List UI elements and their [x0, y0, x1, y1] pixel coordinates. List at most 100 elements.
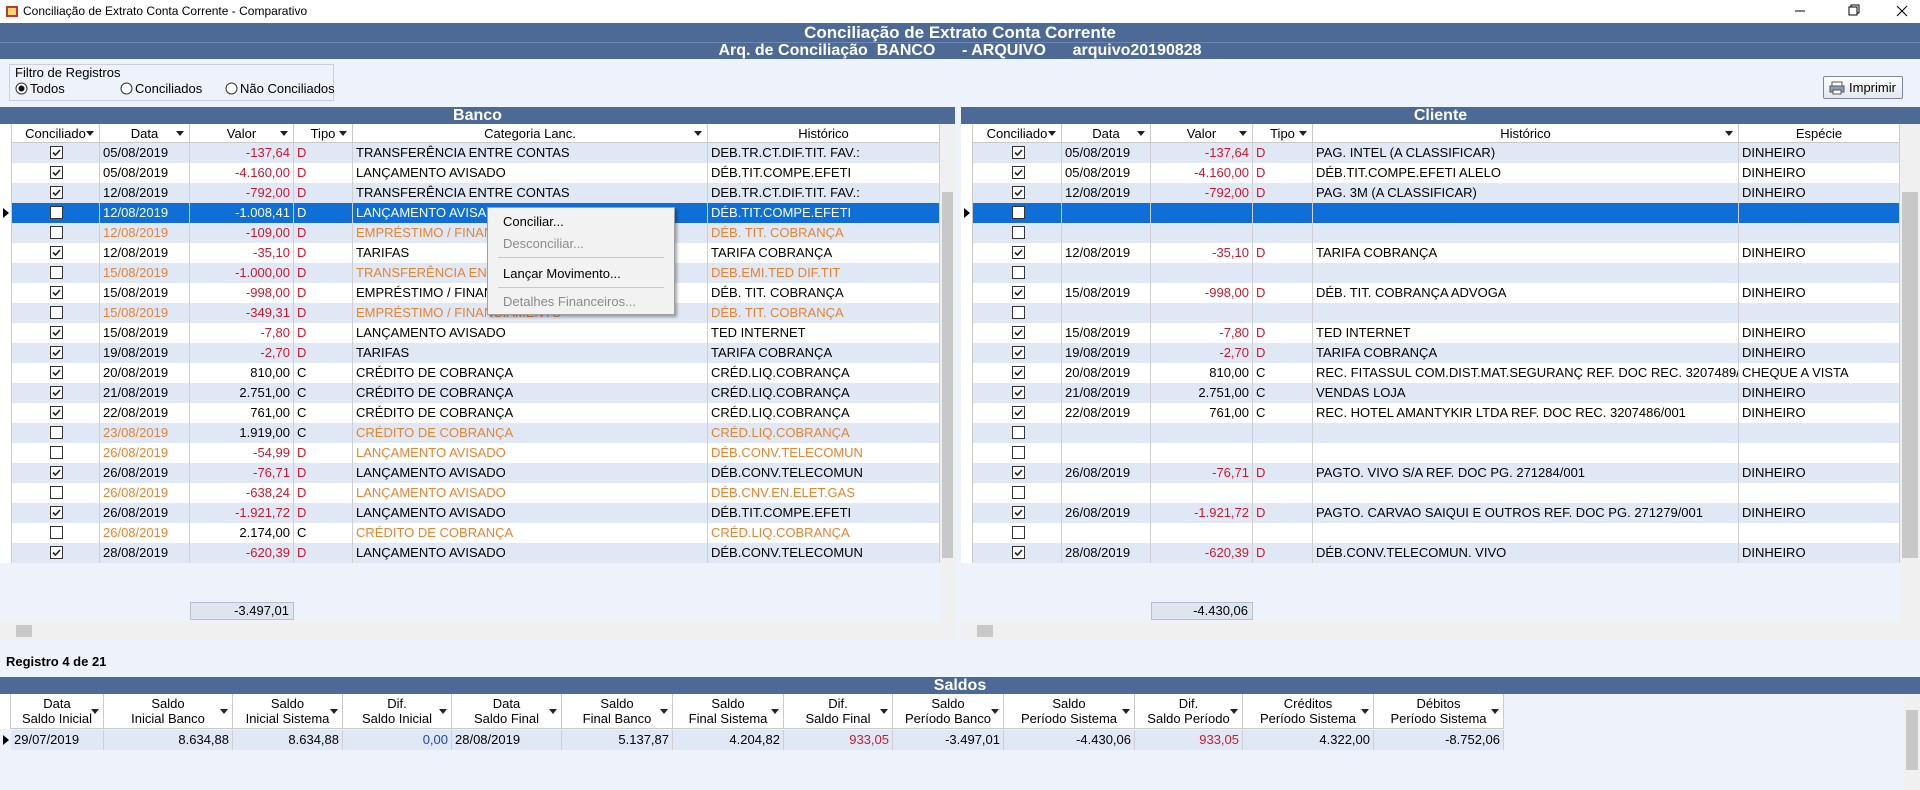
column-header[interactable]: Histórico [1313, 124, 1739, 143]
column-header[interactable]: Categoria Lanc. [353, 124, 708, 143]
column-header[interactable]: Conciliado [12, 124, 100, 143]
radio[interactable] [120, 82, 133, 95]
checkbox[interactable] [50, 306, 63, 319]
cell: D [1253, 143, 1313, 163]
checkbox[interactable] [50, 346, 63, 359]
checkbox[interactable] [50, 226, 63, 239]
scroll-thumb[interactable] [1902, 192, 1918, 558]
column-header[interactable]: Créditos Período Sistema [1243, 694, 1374, 729]
menu-item[interactable]: Lançar Movimento... [503, 266, 621, 281]
checkbox[interactable] [50, 446, 63, 459]
checkbox[interactable] [50, 146, 63, 159]
column-header[interactable]: Espécie [1739, 124, 1900, 143]
checkbox[interactable] [1011, 206, 1025, 219]
column-header[interactable]: Saldo Período Banco [893, 694, 1004, 729]
checkbox[interactable] [50, 246, 63, 259]
column-header[interactable]: Saldo Inicial Sistema [233, 694, 343, 729]
vertical-scrollbar[interactable] [940, 124, 955, 622]
checkbox[interactable] [1011, 246, 1025, 259]
window-controls[interactable] [1770, 0, 1920, 23]
column-header[interactable]: Saldo Final Banco [562, 694, 673, 729]
checkbox[interactable] [1011, 546, 1025, 559]
checkbox[interactable] [1011, 346, 1025, 359]
scroll-thumb[interactable] [1906, 710, 1918, 770]
scroll-thumb[interactable] [942, 192, 953, 558]
checkbox[interactable] [1011, 226, 1025, 239]
checkbox[interactable] [1011, 466, 1025, 479]
checkbox[interactable] [1011, 306, 1025, 319]
row-header [961, 523, 973, 543]
column-header[interactable]: Valor [190, 124, 294, 143]
column-header[interactable]: Histórico [708, 124, 940, 143]
checkbox[interactable] [50, 426, 63, 439]
menu-item: Detalhes Financeiros... [503, 294, 636, 309]
checkbox[interactable] [50, 546, 63, 559]
checkbox[interactable] [50, 166, 63, 179]
checkbox[interactable] [50, 266, 63, 279]
checkbox[interactable] [1011, 426, 1025, 439]
cell [973, 223, 1062, 243]
cell: DÉB.TIT.COMPE.EFETI [708, 203, 940, 223]
checkbox[interactable] [50, 366, 63, 379]
horizontal-scrollbar[interactable] [961, 622, 1920, 640]
checkbox[interactable] [50, 286, 63, 299]
checkbox[interactable] [1011, 326, 1025, 339]
checkbox[interactable] [50, 326, 63, 339]
radio-label[interactable]: Não Conciliados [240, 81, 335, 96]
horizontal-scrollbar[interactable] [0, 622, 955, 640]
column-header[interactable]: Dif. Saldo Final [784, 694, 893, 729]
checkbox[interactable] [50, 506, 63, 519]
row-header [961, 503, 973, 523]
cell [973, 523, 1062, 543]
checkbox[interactable] [1011, 526, 1025, 539]
scroll-thumb[interactable] [16, 625, 32, 637]
checkbox[interactable] [50, 406, 63, 419]
header-line: Saldo [1052, 696, 1086, 711]
column-header[interactable]: Dif. Saldo Inicial [343, 694, 452, 729]
checkbox[interactable] [50, 206, 63, 219]
cell: -54,99 [190, 443, 294, 463]
checkbox[interactable] [50, 526, 63, 539]
radio-label[interactable]: Conciliados [135, 81, 203, 96]
checkbox[interactable] [1011, 386, 1025, 399]
radio-label[interactable]: Todos [30, 81, 65, 96]
row-background [973, 523, 1900, 543]
column-header[interactable]: Data Saldo Inicial [11, 694, 104, 729]
checkbox[interactable] [50, 486, 63, 499]
vertical-scrollbar[interactable] [1904, 694, 1920, 790]
menu-item[interactable]: Conciliar... [503, 214, 564, 229]
cell: D [1253, 163, 1313, 183]
checkbox[interactable] [50, 186, 63, 199]
column-header[interactable]: Saldo Período Sistema [1004, 694, 1135, 729]
checkbox[interactable] [1011, 266, 1025, 279]
checkbox[interactable] [50, 466, 63, 479]
checkbox[interactable] [1011, 286, 1025, 299]
header-line: Inicial Banco [131, 711, 205, 726]
column-header[interactable]: Saldo Inicial Banco [104, 694, 233, 729]
printer-icon [1829, 81, 1845, 95]
checkbox[interactable] [1011, 166, 1025, 179]
column-header[interactable]: Dif. Saldo Período [1135, 694, 1243, 729]
checkbox[interactable] [1011, 406, 1025, 419]
print-button[interactable]: Imprimir [1823, 76, 1903, 99]
radio[interactable] [225, 82, 238, 95]
column-header[interactable]: Data [100, 124, 190, 143]
column-header[interactable]: Tipo [1253, 124, 1313, 143]
column-header[interactable]: Débitos Período Sistema [1374, 694, 1504, 729]
column-header[interactable]: Data Saldo Final [452, 694, 562, 729]
radio[interactable] [15, 82, 28, 95]
column-header[interactable]: Valor [1151, 124, 1253, 143]
checkbox[interactable] [1011, 146, 1025, 159]
scroll-thumb[interactable] [977, 625, 993, 637]
checkbox[interactable] [1011, 186, 1025, 199]
column-header[interactable]: Data [1062, 124, 1151, 143]
column-header[interactable]: Tipo [294, 124, 353, 143]
checkbox[interactable] [50, 386, 63, 399]
vertical-scrollbar[interactable] [1900, 124, 1920, 622]
checkbox[interactable] [1011, 506, 1025, 519]
column-header[interactable]: Conciliado [973, 124, 1062, 143]
checkbox[interactable] [1011, 366, 1025, 379]
column-header[interactable]: Saldo Final Sistema [673, 694, 784, 729]
checkbox[interactable] [1011, 486, 1025, 499]
checkbox[interactable] [1011, 446, 1025, 459]
